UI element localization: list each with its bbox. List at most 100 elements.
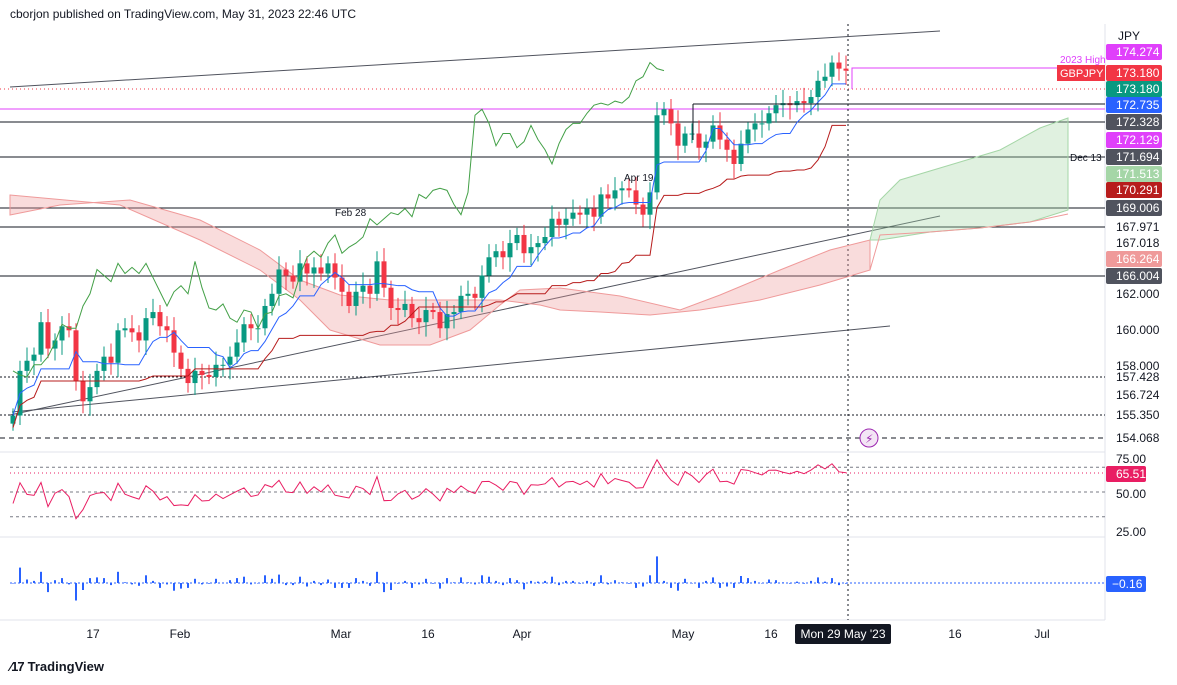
candle-body bbox=[318, 267, 324, 274]
rsi-tick: 50.00 bbox=[1116, 487, 1146, 501]
candle-body bbox=[178, 352, 184, 369]
candle-body bbox=[59, 326, 65, 341]
candle-body bbox=[661, 109, 667, 116]
price-label: 172.129 bbox=[1116, 133, 1160, 147]
candle-body bbox=[577, 212, 583, 215]
macd-bar bbox=[831, 578, 833, 583]
macd-bar bbox=[600, 575, 602, 583]
channel-mid-line bbox=[9, 215, 941, 416]
price-label-bg bbox=[1106, 182, 1162, 198]
ichimoku-cloud bbox=[9, 117, 1069, 346]
candle-body bbox=[402, 303, 408, 311]
macd-bar bbox=[551, 576, 553, 583]
macd-bar bbox=[663, 580, 665, 583]
candle-body bbox=[311, 267, 317, 274]
macd-bar bbox=[425, 578, 427, 583]
price-label: 173.180 bbox=[1116, 66, 1160, 80]
candle-body bbox=[570, 212, 576, 219]
x-tick: Mar bbox=[331, 627, 352, 641]
rsi-tick: 25.00 bbox=[1116, 525, 1146, 539]
time-axis[interactable]: 17 Feb Mar 16 Apr May 16 Mon 29 May '23 16 Jul bbox=[86, 624, 1050, 644]
candle-body bbox=[444, 314, 450, 329]
candle-body bbox=[654, 115, 660, 193]
price-label-bg bbox=[1106, 97, 1162, 113]
x-tick: Jul bbox=[1034, 627, 1049, 641]
price-label-bg bbox=[1106, 251, 1162, 267]
macd-bar bbox=[719, 583, 721, 588]
candle-body bbox=[563, 218, 569, 225]
candle-body bbox=[633, 190, 639, 205]
macd-bar bbox=[264, 575, 266, 583]
macd-pane[interactable]: −0.16 bbox=[10, 556, 1146, 601]
macd-bar bbox=[453, 582, 455, 583]
price-label-bg bbox=[1106, 219, 1162, 235]
macd-bar bbox=[33, 580, 35, 583]
annotation-0: Feb 28 bbox=[335, 208, 367, 219]
candle-body bbox=[416, 318, 422, 323]
macd-bar bbox=[586, 580, 588, 583]
price-label: 157.428 bbox=[1116, 370, 1160, 384]
rsi-pane[interactable]: 75.00 50.00 25.00 65.51 bbox=[10, 452, 1146, 539]
candle-body bbox=[143, 318, 149, 341]
candle-body bbox=[129, 328, 135, 333]
macd-bar bbox=[740, 576, 742, 583]
candle-body bbox=[640, 204, 646, 215]
macd-bar bbox=[803, 583, 805, 584]
x-tick: May bbox=[672, 627, 695, 641]
candle-body bbox=[353, 291, 359, 306]
macd-bar bbox=[656, 556, 658, 583]
price-label: 171.513 bbox=[1116, 167, 1160, 181]
macd-bar bbox=[173, 583, 175, 591]
senkou-b-line bbox=[869, 213, 1069, 271]
price-label-bg bbox=[1106, 166, 1162, 182]
macd-bar bbox=[159, 583, 161, 588]
candle-body bbox=[815, 80, 821, 98]
macd-bar bbox=[397, 583, 399, 584]
candle-body bbox=[164, 326, 170, 331]
lightning-icon: ⚡ bbox=[865, 432, 873, 446]
candle-body bbox=[759, 123, 765, 125]
candle-body bbox=[682, 133, 688, 146]
rsi-value: 65.51 bbox=[1116, 467, 1146, 481]
y-tick: 162.000 bbox=[1116, 287, 1160, 301]
macd-bar bbox=[187, 583, 189, 588]
macd-bar bbox=[138, 583, 140, 586]
candle-body bbox=[262, 305, 268, 329]
price-label: 172.328 bbox=[1116, 115, 1160, 129]
macd-bar bbox=[201, 583, 203, 585]
candle-body bbox=[45, 322, 51, 349]
candle-body bbox=[157, 312, 163, 327]
macd-bar bbox=[194, 578, 196, 583]
candle-body bbox=[220, 364, 226, 366]
price-labels: 174.274 173.180 173.180 172.735 172.328 172.1… bbox=[1106, 44, 1162, 446]
candle-body bbox=[801, 101, 807, 104]
candle-body bbox=[199, 370, 205, 375]
candle-body bbox=[360, 285, 366, 292]
tenkan-line bbox=[12, 83, 846, 416]
macd-bar bbox=[775, 580, 777, 583]
candle-body bbox=[542, 237, 548, 244]
macd-bar bbox=[691, 583, 693, 584]
macd-bar bbox=[705, 580, 707, 583]
macd-bar bbox=[278, 574, 280, 583]
macd-bar bbox=[75, 583, 77, 601]
macd-bar bbox=[334, 583, 336, 588]
candle-body bbox=[703, 141, 709, 148]
macd-bar bbox=[103, 578, 105, 583]
macd-bar bbox=[502, 583, 504, 586]
price-axis[interactable]: 174.274 173.180 173.180 172.735 172.328 172.1… bbox=[1057, 29, 1162, 446]
candle-body bbox=[731, 149, 737, 164]
macd-bar bbox=[747, 578, 749, 583]
candle-body bbox=[304, 263, 310, 274]
macd-bar bbox=[236, 578, 238, 583]
candle-body bbox=[724, 139, 730, 150]
candle-body bbox=[479, 275, 485, 298]
macd-bar bbox=[733, 583, 735, 588]
macd-bar bbox=[607, 583, 609, 585]
macd-bar bbox=[565, 580, 567, 583]
price-pane[interactable]: Feb 28 Apr 19 Dec 13 2023 High ⚡ bbox=[0, 24, 1106, 621]
price-label-bg bbox=[1106, 132, 1162, 148]
candle-body bbox=[332, 263, 338, 278]
macd-bar bbox=[208, 583, 210, 584]
